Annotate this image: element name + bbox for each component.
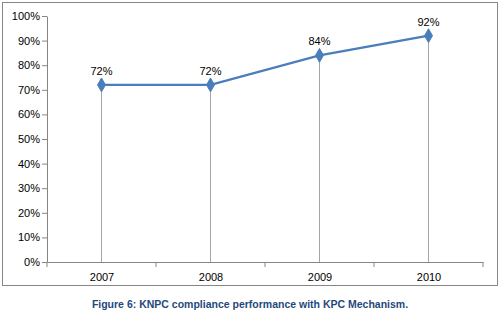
y-tick: 0%: [24, 256, 47, 268]
marker: [425, 29, 433, 43]
y-tick-label: 60%: [18, 108, 40, 120]
data-label: 72%: [199, 65, 221, 77]
y-tick-label: 40%: [18, 158, 40, 170]
y-tick-mark: [42, 262, 47, 263]
y-tick-label: 100%: [12, 10, 40, 22]
y-tick-label: 80%: [18, 59, 40, 71]
drop-line: [428, 36, 429, 262]
marker: [207, 78, 215, 92]
y-tick-mark: [42, 164, 47, 165]
y-tick-label: 0%: [24, 256, 40, 268]
x-tick: 2007: [90, 271, 114, 283]
y-axis: 0% 10% 20% 30% 40% 50% 60% 70% 80% 90% 100%: [12, 10, 48, 268]
y-tick-label: 70%: [18, 84, 40, 96]
y-tick: 100%: [12, 10, 47, 22]
x-tick-label: 2009: [308, 271, 332, 283]
y-tick-mark: [42, 188, 47, 189]
y-tick: 30%: [18, 182, 47, 194]
drop-line: [210, 85, 211, 262]
y-tick-label: 10%: [18, 231, 40, 243]
marker: [316, 48, 324, 62]
y-tick-mark: [42, 65, 47, 66]
x-tick: 2009: [308, 271, 332, 283]
y-tick: 50%: [18, 133, 47, 145]
drop-line: [101, 85, 102, 262]
x-tick: 2010: [417, 271, 441, 283]
y-tick: 90%: [18, 35, 47, 47]
y-tick-mark: [42, 41, 47, 42]
y-tick: 70%: [18, 84, 47, 96]
x-axis: 2007 2008 2009 2010: [48, 263, 484, 283]
data-label: 92%: [417, 16, 439, 28]
y-tick-label: 30%: [18, 182, 40, 194]
chart-svg: 0%10%20%30%40%50%60%70%80%90%100%2007200…: [0, 0, 500, 322]
y-tick: 40%: [18, 158, 47, 170]
y-tick-label: 20%: [18, 207, 40, 219]
y-tick-mark: [42, 16, 47, 17]
x-tick-label: 2008: [199, 271, 223, 283]
category-divider: [47, 262, 48, 267]
y-tick: 60%: [18, 108, 47, 120]
y-axis-line: [47, 17, 48, 263]
x-tick-label: 2010: [417, 271, 441, 283]
y-tick-mark: [42, 139, 47, 140]
plot-area: [98, 29, 433, 262]
y-tick-mark: [42, 90, 47, 91]
series-line: [102, 36, 429, 85]
category-divider: [265, 262, 266, 267]
caption: Figure 6: KNPC compliance performance wi…: [92, 298, 408, 310]
y-tick: 80%: [18, 59, 47, 71]
category-divider: [483, 262, 484, 267]
chart-frame: [3, 3, 498, 286]
data-label: 84%: [308, 35, 330, 47]
x-tick: 2008: [199, 271, 223, 283]
y-tick-mark: [42, 237, 47, 238]
x-tick-label: 2007: [90, 271, 114, 283]
data-labels: 72% 72% 84% 92%: [90, 16, 439, 77]
y-tick-label: 90%: [18, 35, 40, 47]
drop-line: [319, 55, 320, 262]
y-tick-label: 50%: [18, 133, 40, 145]
y-tick: 20%: [18, 207, 47, 219]
y-tick: 10%: [18, 231, 47, 243]
data-label: 72%: [90, 65, 112, 77]
y-tick-mark: [42, 213, 47, 214]
marker: [98, 78, 106, 92]
category-divider: [374, 262, 375, 267]
category-divider: [156, 262, 157, 267]
y-tick-mark: [42, 114, 47, 115]
category-dividers: [47, 262, 483, 267]
